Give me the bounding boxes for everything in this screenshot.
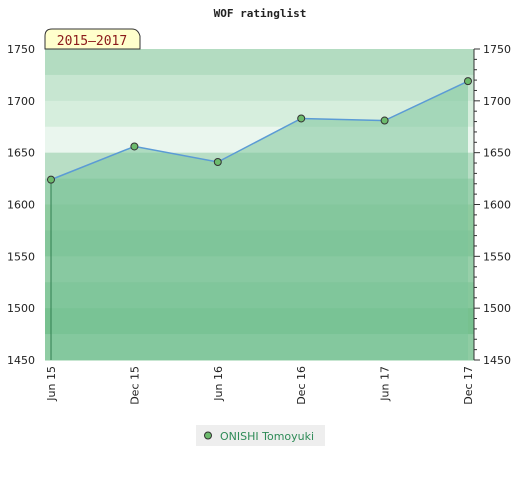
- period-label: 2015–2017: [57, 34, 127, 49]
- x-axis: Jun 15 Dec 15 Jun 16 Dec 16 Jun 17 Dec 17: [45, 366, 475, 405]
- period-badge: 2015–2017: [44, 28, 141, 50]
- right-y-axis: 1450 1500 1550 1600 1650 1700 1750: [473, 43, 511, 367]
- data-point: [47, 175, 55, 184]
- x-tick-label: Dec 17: [462, 366, 475, 405]
- left-y-tick-label: 1700: [7, 95, 35, 108]
- series-line: [50, 80, 469, 181]
- right-y-tick-label: 1600: [483, 199, 511, 212]
- left-y-tick-label: 1550: [7, 250, 35, 263]
- x-tick-label: Jun 16: [212, 366, 225, 402]
- plot-area: [45, 49, 474, 361]
- left-y-tick-label: 1750: [7, 43, 35, 56]
- left-y-tick-label: 1600: [7, 199, 35, 212]
- legend: ONISHI Tomoyuki: [196, 425, 325, 446]
- left-y-tick-label: 1450: [7, 354, 35, 367]
- right-y-tick-label: 1700: [483, 95, 511, 108]
- data-point: [464, 77, 472, 86]
- right-y-tick-label: 1550: [483, 250, 511, 263]
- left-y-axis: 1450 1500 1550 1600 1650 1700 1750: [7, 43, 35, 367]
- right-y-tick-label: 1750: [483, 43, 511, 56]
- data-point: [130, 142, 139, 151]
- left-y-tick-label: 1500: [7, 302, 35, 315]
- right-y-tick-label: 1450: [483, 354, 511, 367]
- data-point: [297, 114, 306, 123]
- x-tick-label: Dec 16: [295, 366, 308, 405]
- legend-series-name: ONISHI Tomoyuki: [220, 430, 314, 443]
- x-tick-label: Jun 17: [379, 366, 392, 402]
- x-tick-label: Jun 15: [45, 366, 58, 402]
- x-tick-label: Dec 15: [128, 366, 141, 405]
- legend-marker: [204, 431, 212, 440]
- background-band: [45, 49, 474, 76]
- left-y-tick-label: 1650: [7, 147, 35, 160]
- data-point: [213, 157, 222, 166]
- right-y-tick-label: 1500: [483, 302, 511, 315]
- right-y-tick-label: 1650: [483, 147, 511, 160]
- chart-title: WOF ratinglist: [214, 7, 307, 20]
- background-band: [45, 74, 474, 102]
- data-point: [380, 116, 389, 125]
